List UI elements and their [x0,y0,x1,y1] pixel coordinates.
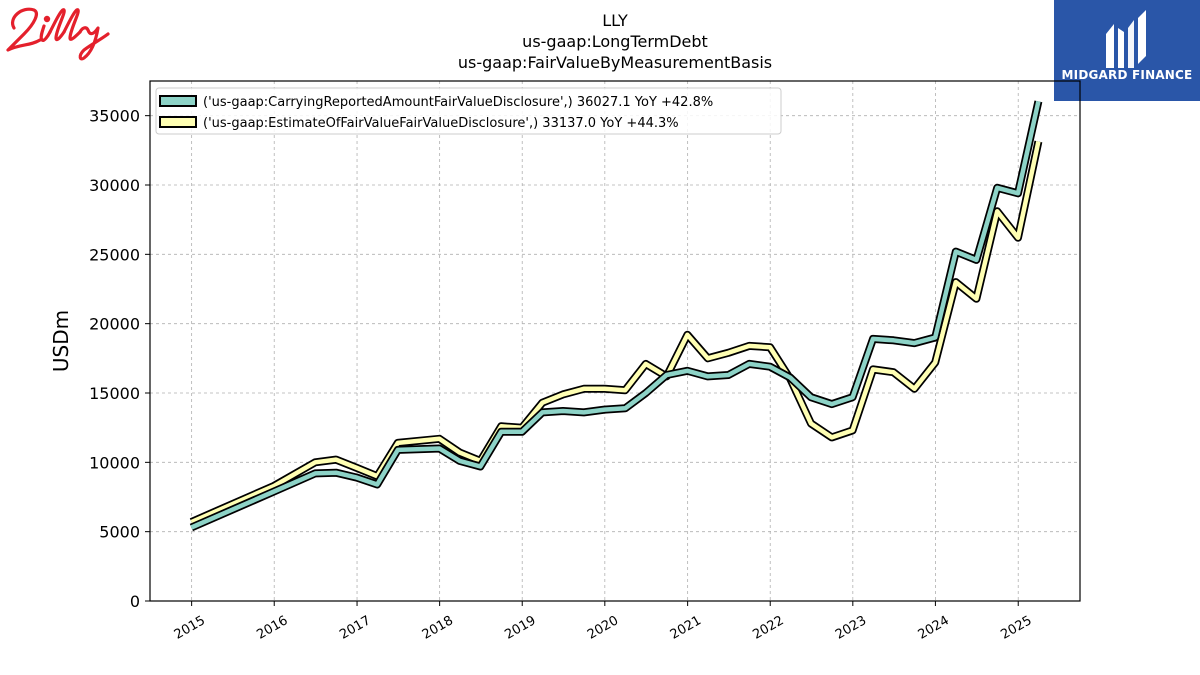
legend: ('us-gaap:CarryingReportedAmountFairValu… [155,87,782,135]
chart-title-line-2: us-gaap:LongTermDebt [522,32,708,51]
y-axis-label: USDm [49,310,73,372]
legend-swatch-1 [159,95,197,107]
y-tick-label: 35000 [89,107,140,126]
y-tick-label: 30000 [89,176,140,195]
series-2-line [189,140,1043,526]
series-1-stroke [190,100,1041,530]
x-axis: 2015 2016 2017 2018 2019 2020 2021 2022 2023 2024… [172,601,1035,643]
legend-box [155,87,782,135]
series-lines [189,100,1043,532]
x-tick-label: 2016 [254,613,290,643]
chart-title-line-1: LLY [602,11,628,30]
series-1-line [189,100,1043,532]
x-tick-label: 2017 [337,613,373,643]
y-tick-label: 0 [130,592,140,611]
x-tick-label: 2015 [172,613,208,643]
x-tick-label: 2022 [750,613,786,643]
plot-frame [149,80,1081,602]
legend-swatch-2 [159,116,197,128]
y-tick-label: 10000 [89,453,140,472]
y-tick-label: 5000 [99,523,140,542]
series-2-outline [189,140,1043,526]
y-tick-label: 20000 [89,315,140,334]
lilly-logo [6,7,110,61]
x-tick-label: 2020 [585,613,621,643]
publisher-name: MIDGARD FINANCE [1061,68,1193,82]
y-tick-label: 25000 [89,245,140,264]
y-axis: 0 5000 10000 15000 20000 25000 30000 35000 [89,107,150,611]
y-tick-label: 15000 [89,384,140,403]
legend-label-2: ('us-gaap:EstimateOfFairValueFairValueDi… [203,116,679,131]
chart-title: LLY us-gaap:LongTermDebt us-gaap:FairValue… [458,11,772,72]
publisher-badge: MIDGARD FINANCE [1054,0,1200,101]
x-tick-label: 2024 [916,613,952,643]
x-tick-label: 2023 [833,613,869,643]
x-tick-label: 2019 [502,613,538,643]
chart-title-line-3: us-gaap:FairValueByMeasurementBasis [458,53,772,72]
midgard-logo-icon [1106,10,1146,68]
x-tick-label: 2025 [998,613,1034,643]
x-tick-label: 2018 [420,613,456,643]
legend-label-1: ('us-gaap:CarryingReportedAmountFairValu… [203,95,713,110]
x-tick-label: 2021 [668,613,704,643]
